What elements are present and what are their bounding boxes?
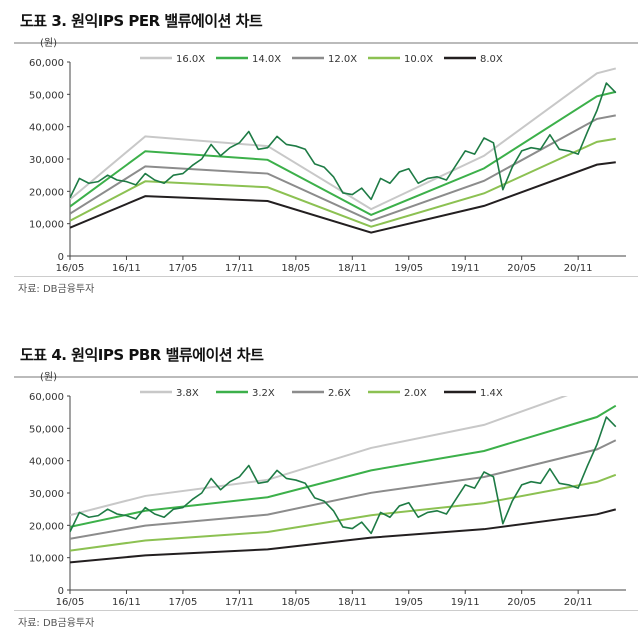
x-tick-label: 16/11 [112, 263, 141, 274]
x-tick-label: 20/05 [507, 263, 536, 274]
source-note: 자료: DB금융투자 [18, 618, 95, 629]
band-line-14.0X [70, 90, 617, 217]
legend-label: 8.0X [480, 54, 503, 65]
band-line-2.0X [70, 473, 617, 552]
x-tick-label: 16/11 [112, 597, 141, 608]
x-tick-label: 17/05 [169, 263, 198, 274]
x-tick-label: 16/05 [56, 597, 85, 608]
band-line-3.2X [70, 404, 617, 528]
source-note: 자료: DB금융투자 [18, 284, 95, 295]
y-tick-label: 40,000 [29, 123, 64, 134]
x-tick-label: 20/05 [507, 597, 536, 608]
y-tick-label: 60,000 [29, 58, 64, 69]
plot-area [70, 396, 617, 564]
y-tick-label: 0 [58, 586, 64, 597]
y-tick-label: 20,000 [29, 521, 64, 532]
x-tick-label: 19/11 [451, 263, 480, 274]
y-tick-label: 0 [58, 252, 64, 263]
band-line-3.8X [70, 396, 568, 517]
y-tick-label: 50,000 [29, 90, 64, 101]
y-tick-label: 30,000 [29, 155, 64, 166]
source-divider [14, 610, 638, 611]
band-line-16.0X [70, 67, 617, 211]
legend-label: 2.6X [328, 388, 351, 399]
y-tick-label: 50,000 [29, 424, 64, 435]
y-tick-label: 10,000 [29, 554, 64, 565]
legend-label: 16.0X [176, 54, 205, 65]
legend-label: 10.0X [404, 54, 433, 65]
y-axis-unit: (원) [40, 371, 57, 383]
x-tick-label: 18/05 [281, 263, 310, 274]
band-line-1.4X [70, 508, 617, 564]
price-line [70, 416, 617, 535]
y-tick-label: 60,000 [29, 392, 64, 403]
figure-title: 도표 3. 원익IPS PER 밸류에이션 차트 [20, 12, 263, 30]
title-divider [14, 376, 638, 378]
x-tick-label: 18/11 [338, 263, 367, 274]
per-chart: (원) 0 10,000 20,000 30,000 40,000 50,000 60,000… [29, 37, 626, 274]
legend-label: 1.4X [480, 388, 503, 399]
y-tick-label: 40,000 [29, 457, 64, 468]
band-line-12.0X [70, 114, 616, 222]
band-line-2.6X [70, 439, 617, 540]
pbr-figure: 도표 4. 원익IPS PBR 밸류에이션 차트 (원) 0 10,000 20,00… [0, 334, 642, 634]
x-tick-label: 19/05 [394, 263, 423, 274]
pbr-chart: (원) 0 10,000 20,000 30,000 40,000 50,000 60,000… [29, 371, 626, 608]
plot-area [70, 67, 617, 234]
band-line-10.0X [70, 137, 616, 228]
figure-title: 도표 4. 원익IPS PBR 밸류에이션 차트 [20, 346, 264, 364]
legend-label: 12.0X [328, 54, 357, 65]
x-tick-label: 20/11 [564, 263, 593, 274]
x-tick-label: 19/11 [451, 597, 480, 608]
y-tick-label: 30,000 [29, 489, 64, 500]
x-tick-label: 18/05 [281, 597, 310, 608]
price-line [70, 82, 617, 201]
x-tick-label: 18/11 [338, 597, 367, 608]
legend-label: 14.0X [252, 54, 281, 65]
y-axis-unit: (원) [40, 37, 57, 49]
x-tick-label: 17/11 [225, 263, 254, 274]
y-tick-label: 10,000 [29, 220, 64, 231]
legend-label: 3.2X [252, 388, 275, 399]
per-figure: 도표 3. 원익IPS PER 밸류에이션 차트 (원) 0 10,000 20,00… [0, 0, 642, 300]
x-tick-label: 20/11 [564, 597, 593, 608]
title-divider [14, 42, 638, 44]
source-divider [14, 276, 638, 277]
x-tick-label: 17/11 [225, 597, 254, 608]
x-tick-label: 16/05 [56, 263, 85, 274]
x-tick-label: 17/05 [169, 597, 198, 608]
band-line-8.0X [70, 161, 616, 234]
legend-label: 2.0X [404, 388, 427, 399]
y-tick-label: 20,000 [29, 187, 64, 198]
legend-label: 3.8X [176, 388, 199, 399]
x-tick-label: 19/05 [394, 597, 423, 608]
